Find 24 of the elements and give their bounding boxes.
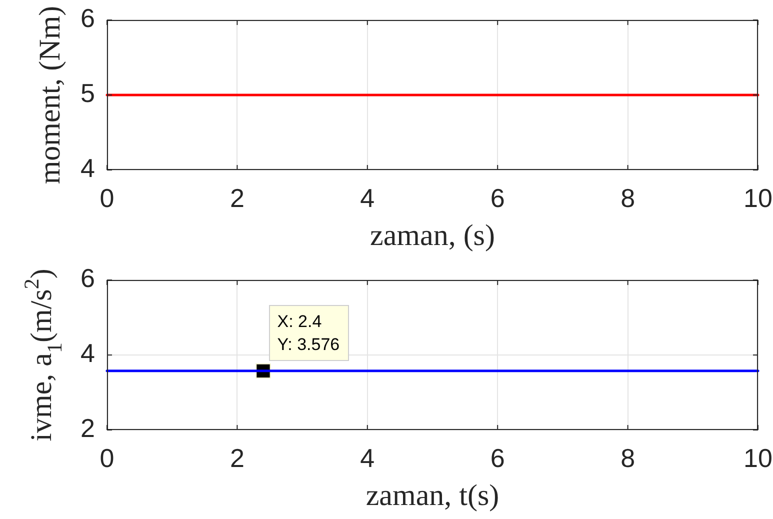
x-tick-label: 6 [490,442,505,473]
y-tick-label: 5 [80,78,95,108]
x-tick-label: 4 [360,182,375,213]
y-tick-label: 2 [80,413,95,444]
x-tick-label: 6 [490,182,505,213]
x-axis-title: zaman, (s) [370,219,495,252]
tooltip-box: X: 2.4 Y: 3.576 [269,304,349,361]
x-tick-label: 0 [100,442,114,473]
x-tick-label: 10 [744,442,772,473]
x-tick-label: 8 [620,182,636,213]
x-tick-label: 2 [230,442,244,473]
x-tick-label: 10 [744,182,772,213]
y-tick-label: 6 [80,3,95,34]
y-tick-label: 4 [80,153,95,184]
x-tick-label: 8 [620,442,636,473]
y-tick-label: 6 [80,263,95,294]
x-tick-label: 2 [230,182,244,213]
x-axis-title: zaman, t(s) [366,479,500,512]
y-axis-title: ivme, a1(m/s2) [19,268,66,442]
x-tick-label: 0 [100,182,114,213]
y-axis-title: moment, (Nm) [33,6,66,184]
annotation: X: 2.4 Y: 3.576 [277,310,340,356]
x-tick-label: 4 [360,442,375,473]
y-tick-label: 4 [80,338,95,368]
